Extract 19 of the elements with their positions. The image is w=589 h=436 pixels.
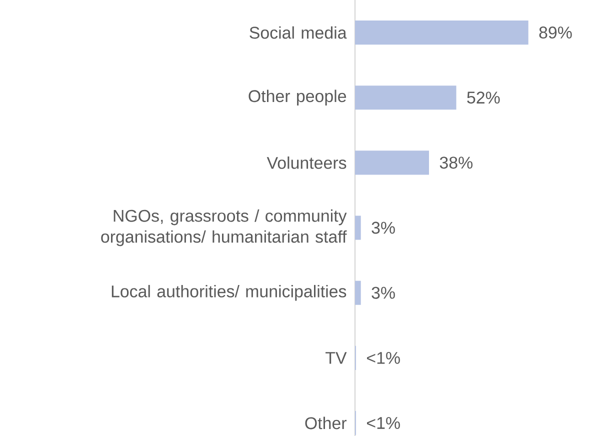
y-tick-label: NGOs, grassroots / community organisations/ humanitarian staff — [101, 209, 347, 246]
bar — [355, 86, 456, 110]
bar — [355, 216, 361, 240]
bar — [355, 280, 361, 305]
y-tick-label: Local authorities/ municipalities — [112, 284, 346, 301]
y-tick-label: Other people — [248, 90, 346, 106]
data-label: 89% — [539, 26, 572, 39]
y-tick-label: TV — [326, 352, 347, 364]
y-tick-label: Social media — [250, 26, 347, 39]
bar — [355, 150, 430, 175]
data-label: <1% — [367, 352, 400, 364]
data-label: 3% — [372, 222, 395, 234]
y-tick-label: Volunteers — [266, 156, 346, 169]
data-label: 38% — [440, 156, 472, 169]
bar — [355, 20, 528, 45]
data-label: <1% — [367, 417, 400, 429]
data-label: 52% — [467, 92, 500, 104]
data-label: 3% — [372, 286, 395, 299]
y-tick-label: Other — [305, 416, 347, 430]
